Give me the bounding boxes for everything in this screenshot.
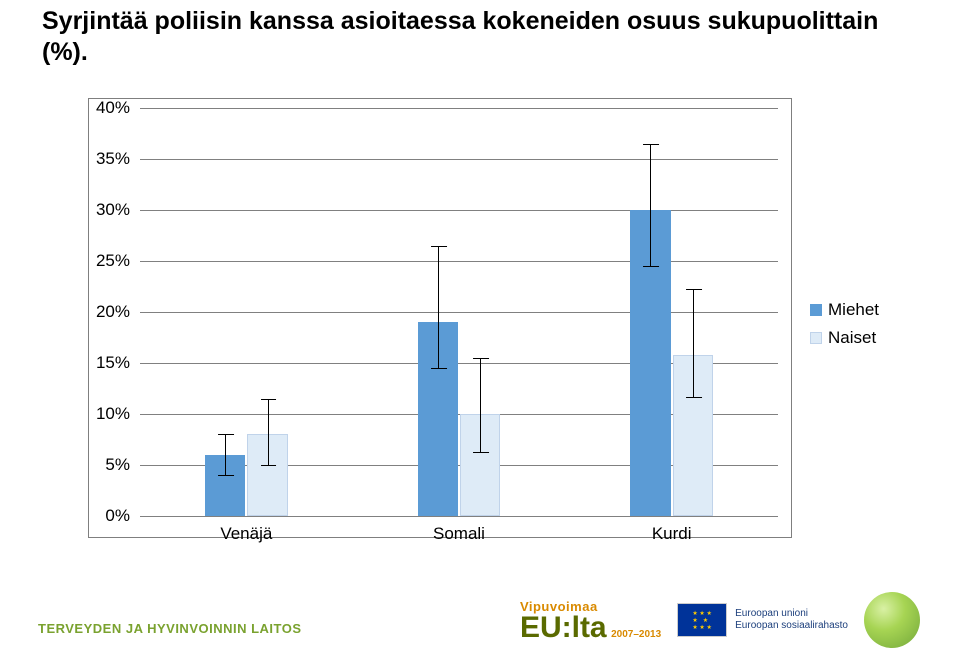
gridline (140, 159, 778, 160)
gridline (140, 261, 778, 262)
legend-label: Naiset (828, 328, 876, 348)
y-tick-label: 35% (80, 149, 130, 169)
thl-logo-text: TERVEYDEN JA HYVINVOINNIN LAITOS (38, 621, 302, 636)
error-bar (650, 144, 651, 266)
y-tick-label: 10% (80, 404, 130, 424)
slide: Syrjintää poliisin kanssa asioitaessa ko… (0, 0, 960, 656)
x-category-label: Kurdi (565, 524, 778, 544)
error-bar (268, 399, 269, 465)
error-bar (693, 289, 694, 397)
gridline (140, 516, 778, 517)
legend-item: Miehet (810, 300, 879, 320)
y-tick-label: 0% (80, 506, 130, 526)
x-category-label: Venäjä (140, 524, 353, 544)
chart-legend: Miehet Naiset (810, 300, 879, 356)
legend-swatch (810, 304, 822, 316)
gridline (140, 210, 778, 211)
vipu-main: EU:lta (520, 611, 607, 644)
y-tick-label: 25% (80, 251, 130, 271)
gridline (140, 108, 778, 109)
error-bar (225, 434, 226, 475)
legend-label: Miehet (828, 300, 879, 320)
legend-item: Naiset (810, 328, 879, 348)
gridline (140, 312, 778, 313)
page-title: Syrjintää poliisin kanssa asioitaessa ko… (42, 6, 922, 69)
vipu-year: 2007–2013 (611, 629, 661, 640)
eu-line2: Euroopan sosiaalirahasto (735, 620, 848, 632)
error-bar (438, 246, 439, 368)
vipuvoimaa-logo: Vipuvoimaa EU:lta 2007–2013 (520, 599, 661, 642)
eu-text: Euroopan unioni Euroopan sosiaalirahasto (735, 608, 848, 632)
y-tick-label: 5% (80, 455, 130, 475)
eu-flag-block: ★ ★ ★★ ★★ ★ ★ Euroopan unioni Euroopan s… (677, 603, 848, 637)
y-tick-label: 30% (80, 200, 130, 220)
error-bar (480, 358, 481, 452)
y-tick-label: 15% (80, 353, 130, 373)
footer: TERVEYDEN JA HYVINVOINNIN LAITOS Vipuvoi… (0, 576, 960, 656)
x-category-label: Somali (353, 524, 566, 544)
y-tick-label: 20% (80, 302, 130, 322)
eu-flag-icon: ★ ★ ★★ ★★ ★ ★ (677, 603, 727, 637)
globe-icon (864, 592, 920, 648)
legend-swatch (810, 332, 822, 344)
eu-line1: Euroopan unioni (735, 608, 848, 620)
eu-logo-block: Vipuvoimaa EU:lta 2007–2013 ★ ★ ★★ ★★ ★ … (520, 592, 920, 648)
y-tick-label: 40% (80, 98, 130, 118)
